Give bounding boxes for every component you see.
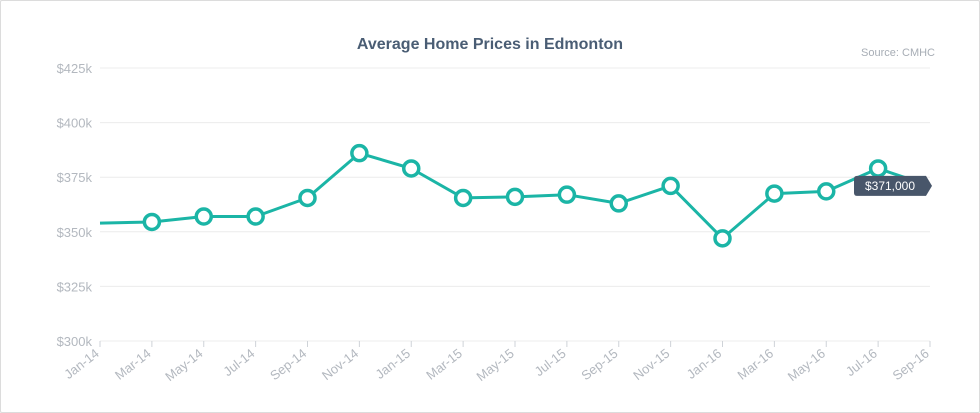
x-tick-label: Nov-15 bbox=[630, 346, 672, 384]
x-tick-label: Mar-14 bbox=[112, 346, 154, 383]
data-point bbox=[142, 212, 162, 232]
x-tick-label: Sep-14 bbox=[267, 346, 309, 384]
data-point bbox=[557, 185, 577, 204]
x-tick-label: May-16 bbox=[785, 346, 828, 385]
y-tick-label: $325k bbox=[57, 279, 93, 294]
data-point bbox=[609, 194, 628, 213]
x-tick-label: May-15 bbox=[473, 346, 516, 385]
data-point bbox=[453, 188, 473, 208]
x-tick-label: Nov-14 bbox=[319, 346, 361, 384]
tooltip: $371,000 bbox=[854, 175, 932, 196]
data-point bbox=[350, 143, 369, 163]
data-point bbox=[194, 207, 213, 226]
grid-lines bbox=[100, 67, 930, 342]
tooltip-label: $371,000 bbox=[865, 179, 915, 193]
x-tick-label: Jan-16 bbox=[684, 346, 725, 382]
data-point bbox=[765, 184, 784, 203]
y-tick-label: $375k bbox=[57, 170, 93, 185]
data-points bbox=[142, 143, 888, 248]
x-tick-label: Sep-15 bbox=[578, 346, 620, 384]
chart-source: Source: CMHC bbox=[861, 47, 935, 59]
data-point bbox=[868, 159, 888, 178]
x-tick-label: Mar-16 bbox=[735, 346, 777, 383]
x-tick-label: Jan-15 bbox=[373, 346, 414, 382]
y-tick-label: $400k bbox=[57, 116, 93, 131]
x-tick-label: Jan-14 bbox=[61, 346, 102, 382]
x-tick-label: Mar-15 bbox=[423, 346, 465, 383]
data-point bbox=[246, 207, 265, 226]
x-tick-label: Jul-14 bbox=[220, 346, 257, 380]
data-point bbox=[817, 182, 836, 201]
y-tick-label: $425k bbox=[57, 61, 93, 76]
x-tick-label: Jul-16 bbox=[843, 346, 880, 380]
y-tick-label: $300k bbox=[57, 334, 93, 349]
axes: $300k $325k $350k $375k $400k $425k Jan-14 Mar-… bbox=[57, 61, 932, 384]
y-tick-label: $350k bbox=[57, 225, 93, 240]
x-tick-label: May-14 bbox=[162, 346, 205, 385]
tooltip-box bbox=[854, 175, 932, 196]
chart-title: Average Home Prices in Edmonton bbox=[356, 36, 624, 53]
data-point bbox=[713, 229, 732, 248]
data-point bbox=[402, 159, 421, 178]
x-tick-label: Sep-16 bbox=[890, 346, 932, 384]
data-point bbox=[661, 176, 680, 196]
data-point bbox=[298, 188, 317, 208]
data-point bbox=[505, 187, 525, 207]
x-tick-label: Jul-15 bbox=[532, 346, 569, 380]
